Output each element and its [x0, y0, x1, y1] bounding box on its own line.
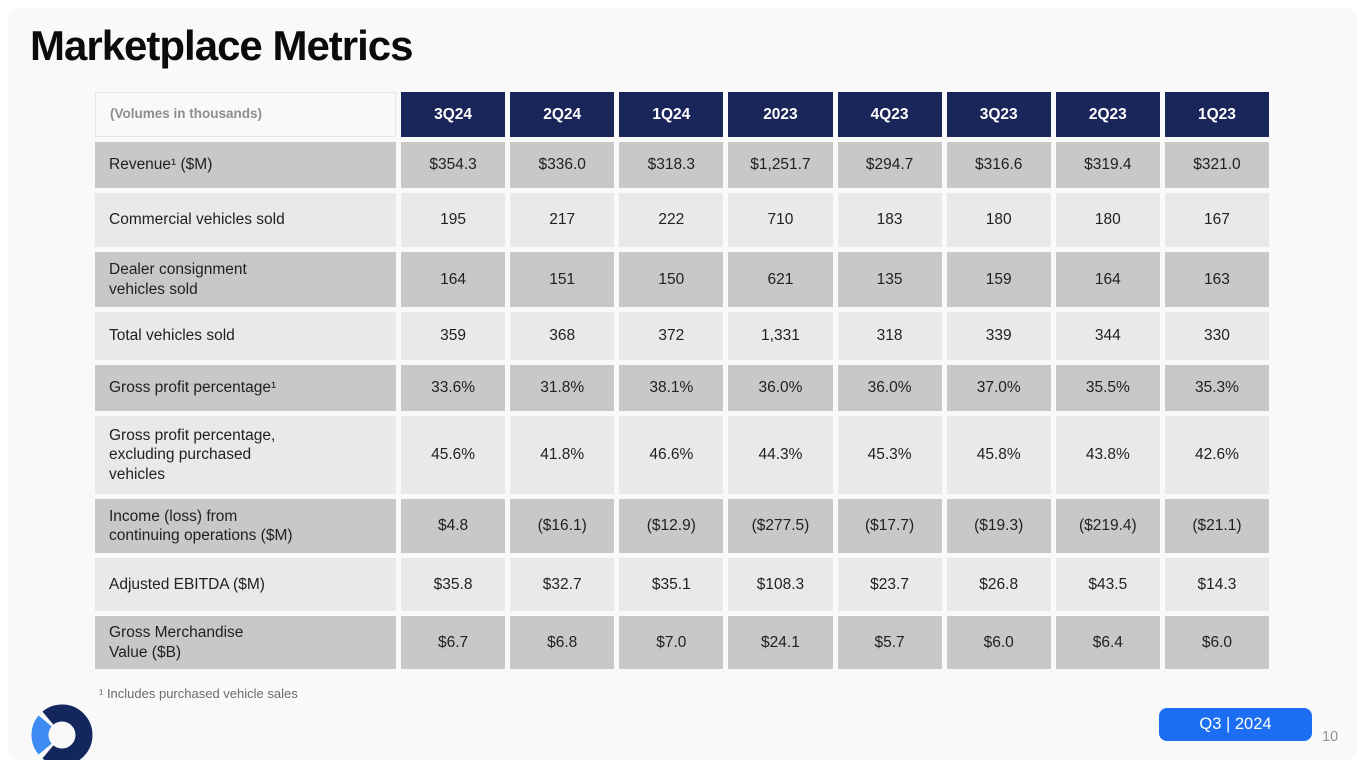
table-cell: 180	[946, 193, 1051, 247]
table-cell: $319.4	[1055, 142, 1160, 188]
column-header: 2023	[728, 92, 833, 137]
table-cell: 37.0%	[946, 365, 1051, 411]
table-cell: 330	[1164, 312, 1269, 360]
table-cell: 45.6%	[401, 416, 506, 494]
table-cell: 31.8%	[510, 365, 615, 411]
row-label: Income (loss) from continuing operations…	[95, 499, 396, 553]
table-cell: 180	[1055, 193, 1160, 247]
table-cell: 195	[401, 193, 506, 247]
row-label: Total vehicles sold	[95, 312, 396, 360]
table-cell: 344	[1055, 312, 1160, 360]
table-cell: 35.5%	[1055, 365, 1160, 411]
table-cell: $26.8	[946, 558, 1051, 611]
table-cell: 222	[619, 193, 724, 247]
metrics-table: (Volumes in thousands) 3Q24 2Q24 1Q24 2023 4Q…	[95, 92, 1269, 669]
row-label: Gross Merchandise Value ($B)	[95, 616, 396, 669]
table-cell: 44.3%	[728, 416, 833, 494]
table-cell: $108.3	[728, 558, 833, 611]
table-cell: $321.0	[1164, 142, 1269, 188]
table-cell: ($16.1)	[510, 499, 615, 553]
table-cell: ($277.5)	[728, 499, 833, 553]
table-cell: $318.3	[619, 142, 724, 188]
table-cell: ($219.4)	[1055, 499, 1160, 553]
footnote: ¹ Includes purchased vehicle sales	[99, 686, 298, 701]
table-cell: 163	[1164, 252, 1269, 307]
row-label: Dealer consignment vehicles sold	[95, 252, 396, 307]
table-cell: 38.1%	[619, 365, 724, 411]
table-cell: 318	[837, 312, 942, 360]
table-cell: 45.3%	[837, 416, 942, 494]
table-cell: 1,331	[728, 312, 833, 360]
table-cell: $316.6	[946, 142, 1051, 188]
slide: Marketplace Metrics (Volumes in thousand…	[8, 8, 1357, 760]
table-cell: $6.8	[510, 616, 615, 669]
quarter-badge-label: Q3 | 2024	[1199, 715, 1272, 733]
row-label: Revenue¹ ($M)	[95, 142, 396, 188]
page-number: 10	[1322, 729, 1339, 745]
table-cell: 151	[510, 252, 615, 307]
table-cell: $24.1	[728, 616, 833, 669]
table-cell: ($12.9)	[619, 499, 724, 553]
column-header: 1Q24	[619, 92, 724, 137]
table-cell: ($17.7)	[837, 499, 942, 553]
table-cell: $6.0	[946, 616, 1051, 669]
table-cell: 33.6%	[401, 365, 506, 411]
row-label: Commercial vehicles sold	[95, 193, 396, 247]
table-cell: $4.8	[401, 499, 506, 553]
table-cell: 372	[619, 312, 724, 360]
table-cell: 135	[837, 252, 942, 307]
table-cell: $5.7	[837, 616, 942, 669]
table-cell: 42.6%	[1164, 416, 1269, 494]
quarter-badge: Q3 | 2024	[1159, 708, 1312, 741]
table-cell: 150	[619, 252, 724, 307]
table-cell: 359	[401, 312, 506, 360]
table-cell: $354.3	[401, 142, 506, 188]
column-header: 1Q23	[1164, 92, 1269, 137]
table-cell: 43.8%	[1055, 416, 1160, 494]
column-header: 2Q24	[510, 92, 615, 137]
table-cell: $1,251.7	[728, 142, 833, 188]
table-corner-label: (Volumes in thousands)	[95, 92, 396, 137]
column-header: 4Q23	[837, 92, 942, 137]
table-cell: 159	[946, 252, 1051, 307]
table-cell: $294.7	[837, 142, 942, 188]
table-cell: 46.6%	[619, 416, 724, 494]
table-cell: $7.0	[619, 616, 724, 669]
row-label: Gross profit percentage¹	[95, 365, 396, 411]
table-cell: $6.0	[1164, 616, 1269, 669]
table-cell: 183	[837, 193, 942, 247]
table-cell: $14.3	[1164, 558, 1269, 611]
table-cell: 621	[728, 252, 833, 307]
table-cell: 164	[1055, 252, 1160, 307]
table-cell: $336.0	[510, 142, 615, 188]
openlane-logo-icon	[31, 704, 93, 760]
table-cell: 710	[728, 193, 833, 247]
row-label: Gross profit percentage, excluding purch…	[95, 416, 396, 494]
table-cell: $6.4	[1055, 616, 1160, 669]
row-label: Adjusted EBITDA ($M)	[95, 558, 396, 611]
table-cell: $35.1	[619, 558, 724, 611]
table-cell: 368	[510, 312, 615, 360]
table-cell: $6.7	[401, 616, 506, 669]
table-cell: 164	[401, 252, 506, 307]
page-title: Marketplace Metrics	[30, 22, 414, 69]
table-cell: 339	[946, 312, 1051, 360]
table-cell: 167	[1164, 193, 1269, 247]
table-cell: ($21.1)	[1164, 499, 1269, 553]
table-cell: $32.7	[510, 558, 615, 611]
table-cell: 36.0%	[728, 365, 833, 411]
column-header: 3Q24	[401, 92, 506, 137]
table-cell: $23.7	[837, 558, 942, 611]
column-header: 2Q23	[1055, 92, 1160, 137]
table-cell: 36.0%	[837, 365, 942, 411]
table-cell: 41.8%	[510, 416, 615, 494]
column-header: 3Q23	[946, 92, 1051, 137]
table-cell: 35.3%	[1164, 365, 1269, 411]
table-cell: 45.8%	[946, 416, 1051, 494]
table-cell: $43.5	[1055, 558, 1160, 611]
table-cell: ($19.3)	[946, 499, 1051, 553]
table-cell: 217	[510, 193, 615, 247]
table-cell: $35.8	[401, 558, 506, 611]
